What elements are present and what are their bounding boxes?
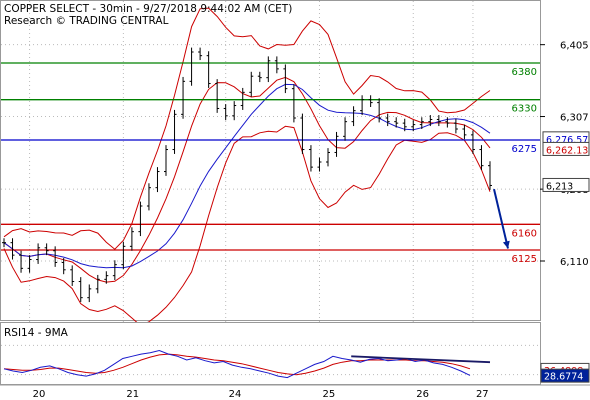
chart-title: COPPER SELECT - 30min - 9/27/2018 9:44:0… <box>4 3 292 15</box>
level-label-6160: 6160 <box>512 228 537 239</box>
forecast-arrow <box>493 188 510 249</box>
x-tick-label: 25 <box>322 389 335 400</box>
bollinger-upper <box>3 7 491 250</box>
rsi-tag-box <box>540 368 590 383</box>
time-axis: 20 21 24 25 26 27 <box>0 384 590 400</box>
rsi-title: RSI14 - 9MA <box>4 327 69 339</box>
level-label-6125: 6125 <box>512 254 537 265</box>
bollinger-lower <box>3 125 491 326</box>
price-tags: 6,276.576,262.13 6,213 <box>542 131 590 192</box>
y-tick-label: 6,307 <box>560 113 589 124</box>
rsi-tags: 36.489828.6774 <box>540 362 590 383</box>
forecast-arrow-shaft <box>493 188 509 249</box>
x-tick-label: 26 <box>416 389 429 400</box>
price-levels: 6380 6330 6275 6160 6125 <box>1 62 540 265</box>
y-tick-label: 6,405 <box>560 41 589 52</box>
price-panel <box>0 0 541 321</box>
price-tag-box <box>542 141 590 156</box>
price-tag-label: 6,213 <box>546 181 573 192</box>
forecast-arrow-head <box>502 240 510 249</box>
price-tag-label: 6,262.13 <box>546 145 588 156</box>
bollinger-bands <box>3 7 491 326</box>
moving-averages <box>3 76 491 283</box>
x-tick-label: 27 <box>476 389 489 400</box>
price-tag-label: 6,276.57 <box>546 135 588 146</box>
rsi-series <box>1 344 540 379</box>
chart-subtitle: Research © TRADING CENTRAL <box>4 15 169 27</box>
rsi-tag-label: 28.6774 <box>544 372 583 383</box>
price-tag-box <box>542 177 590 192</box>
x-tick-label: 21 <box>126 389 139 400</box>
level-label-6275: 6275 <box>512 144 537 155</box>
ma-slow <box>3 83 491 269</box>
rsi-trendline <box>351 355 491 364</box>
level-label-6380: 6380 <box>512 67 537 78</box>
y-tick-label: 6,110 <box>560 257 589 268</box>
x-tick-label: 24 <box>229 389 242 400</box>
ma-fast <box>3 76 491 283</box>
x-tick-label: 20 <box>33 389 46 400</box>
price-series <box>2 47 492 303</box>
level-label-6330: 6330 <box>512 104 537 115</box>
rsi-line <box>3 349 471 379</box>
